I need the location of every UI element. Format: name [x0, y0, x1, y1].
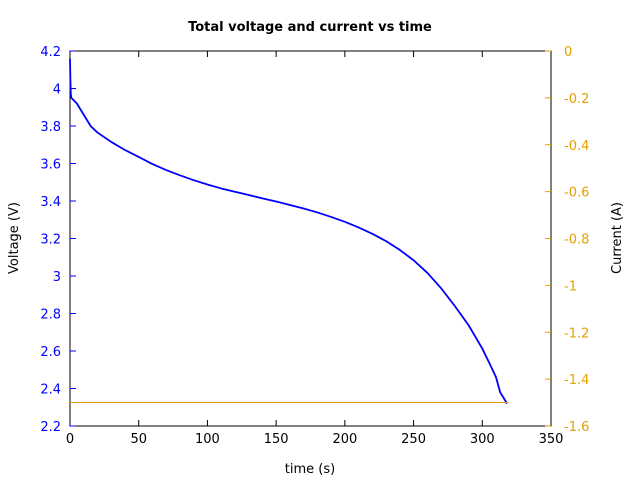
x-tick-label: 350 — [539, 432, 564, 447]
y-axis-right-ticks: -1.6 -1.4 -1.2 -1 -0.8 -0.6 -0.4 -0.2 0 — [545, 45, 589, 435]
plot-frame — [69, 50, 552, 427]
x-axis-ticks: 0 50 100 150 200 250 300 350 — [66, 51, 564, 447]
y-left-tick-label: 2.4 — [40, 383, 61, 398]
y-left-tick-label: 3.4 — [40, 195, 61, 210]
y-left-tick-label: 3.6 — [40, 158, 61, 173]
y-axis-right-label: Current (A) — [610, 202, 625, 274]
y-axis-left-ticks: 2.2 2.4 2.6 2.8 3 3.2 3.4 3.6 3.8 4 4.2 — [40, 45, 76, 435]
x-axis-label: time (s) — [285, 462, 335, 477]
y-left-tick-label: 4.2 — [40, 45, 61, 60]
y-right-tick-label: -1 — [564, 279, 577, 294]
chart-title: Total voltage and current vs time — [188, 20, 432, 35]
y-right-tick-label: 0 — [564, 45, 572, 60]
x-tick-label: 300 — [470, 432, 495, 447]
x-tick-label: 200 — [332, 432, 357, 447]
y-right-tick-label: -0.6 — [564, 186, 589, 201]
y-axis-left-label: Voltage (V) — [7, 202, 22, 274]
x-tick-label: 0 — [66, 432, 74, 447]
x-tick-label: 50 — [130, 432, 147, 447]
y-left-tick-label: 3.8 — [40, 120, 61, 135]
y-left-tick-label: 4 — [53, 83, 61, 98]
x-tick-label: 150 — [264, 432, 289, 447]
y-right-tick-label: -1.2 — [564, 326, 589, 341]
y-right-tick-label: -0.4 — [564, 139, 589, 154]
y-left-tick-label: 2.6 — [40, 345, 61, 360]
series-layer — [69, 58, 508, 404]
y-left-tick-label: 3.2 — [40, 233, 61, 248]
y-left-tick-label: 2.8 — [40, 308, 61, 323]
y-right-tick-label: -0.8 — [564, 233, 589, 248]
x-tick-label: 250 — [401, 432, 426, 447]
y-left-tick-label: 3 — [53, 270, 61, 285]
y-right-tick-label: -1.6 — [564, 420, 589, 435]
x-tick-label: 100 — [195, 432, 220, 447]
y-right-tick-label: -1.4 — [564, 373, 589, 388]
voltage-series-line — [69, 58, 508, 404]
y-right-tick-label: -0.2 — [564, 92, 589, 107]
y-left-tick-label: 2.2 — [40, 420, 61, 435]
